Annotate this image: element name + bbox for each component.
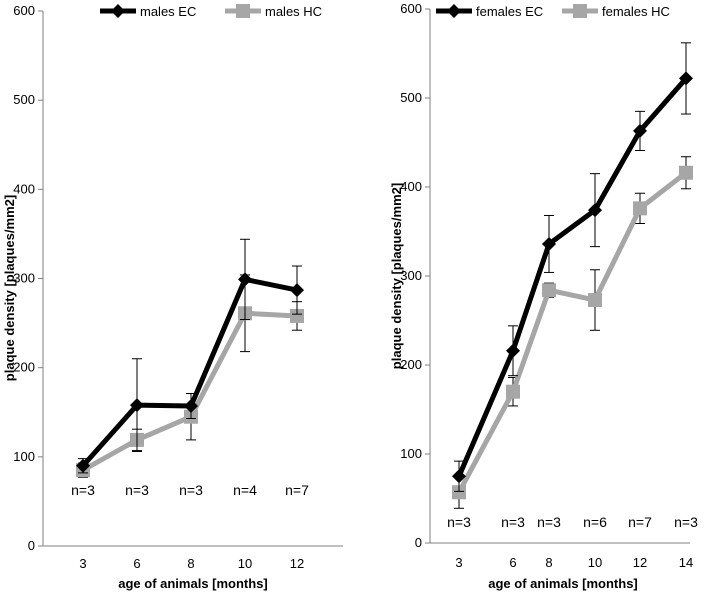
x-tick-label: 8 <box>545 555 552 570</box>
data-point-diamond <box>238 272 252 287</box>
x-tick-label: 6 <box>509 555 516 570</box>
series-line <box>456 76 688 478</box>
legend-marker-diamond <box>111 4 125 18</box>
data-point-square <box>452 485 466 500</box>
x-tick-label: 3 <box>79 556 86 571</box>
data-point-square <box>633 201 647 216</box>
sample-size-label: n=3 <box>447 514 471 530</box>
sample-size-label: n=4 <box>233 482 257 498</box>
data-point-diamond <box>76 458 90 473</box>
legend-item: males HC <box>225 4 322 19</box>
series-males-hc <box>76 274 304 478</box>
x-tick-label: 3 <box>455 555 462 570</box>
legend-label: males EC <box>140 4 196 19</box>
y-tick-label: 400 <box>400 179 422 194</box>
legend-item: males EC <box>100 4 196 19</box>
y-tick-label: 0 <box>28 538 35 553</box>
legend-label: females EC <box>476 4 543 19</box>
data-point-diamond <box>452 469 466 484</box>
legend-marker-square <box>573 4 587 18</box>
legend-marker-diamond <box>447 4 461 18</box>
x-tick-label: 6 <box>133 556 140 571</box>
y-tick-label: 300 <box>400 268 422 283</box>
series-females-hc <box>452 156 693 509</box>
x-tick-label: 10 <box>238 556 252 571</box>
y-tick-label: 500 <box>13 92 35 107</box>
sample-size-label: n=3 <box>125 482 149 498</box>
legend-label: males HC <box>265 4 322 19</box>
sample-size-label: n=3 <box>71 482 95 498</box>
x-axis-title: age of animals [months] <box>488 576 638 591</box>
series-females-ec <box>452 42 693 492</box>
sample-size-label: n=3 <box>674 514 698 530</box>
series-line <box>81 276 298 468</box>
data-point-square <box>506 384 520 399</box>
y-tick-label: 0 <box>415 535 422 550</box>
data-point-square <box>290 308 304 323</box>
x-tick-label: 12 <box>633 555 647 570</box>
chart-1: 0 100 200 300 400 500 600 3 6 8 10 12 n=3 n=3 n=3 n=4 n=… <box>2 3 343 591</box>
legend-item: females HC <box>562 4 670 19</box>
data-point-diamond <box>679 71 693 86</box>
y-tick-label: 200 <box>13 360 35 375</box>
sample-size-label: n=3 <box>179 482 203 498</box>
y-tick-label: 300 <box>13 271 35 286</box>
series-line <box>81 310 298 473</box>
sample-size-label: n=3 <box>537 514 561 530</box>
sample-size-label: n=3 <box>501 514 525 530</box>
y-tick-label: 600 <box>13 3 35 18</box>
data-point-diamond <box>506 343 520 358</box>
legend-label: females HC <box>602 4 670 19</box>
y-tick-label: 100 <box>13 449 35 464</box>
y-tick-label: 600 <box>400 1 422 16</box>
data-point-diamond <box>184 399 198 414</box>
chart-2: 0 100 200 300 400 500 600 3 6 8 10 12 14 n=3 n=3 n=3 n=6… <box>389 1 698 591</box>
data-point-square <box>542 283 556 298</box>
data-point-diamond <box>542 236 556 251</box>
y-tick-label: 100 <box>400 446 422 461</box>
data-point-diamond <box>633 123 647 138</box>
y-tick-label: 200 <box>400 357 422 372</box>
x-tick-label: 14 <box>679 555 693 570</box>
y-tick-label: 500 <box>400 90 422 105</box>
data-point-diamond <box>130 398 144 413</box>
data-point-square <box>679 165 693 180</box>
x-tick-label: 12 <box>290 556 304 571</box>
sample-size-label: n=7 <box>628 514 652 530</box>
x-tick-label: 8 <box>187 556 194 571</box>
y-axis-title: plaque density [plaques/mm2] <box>389 183 404 369</box>
y-tick-label: 400 <box>13 181 35 196</box>
legend-item: females EC <box>436 4 543 19</box>
x-axis-title: age of animals [months] <box>118 576 268 591</box>
y-axis-title: plaque density [plaques/mm2] <box>2 195 17 381</box>
sample-size-label: n=7 <box>285 482 309 498</box>
data-point-square <box>588 293 602 308</box>
series-line <box>456 170 688 494</box>
legend-marker-square <box>236 4 250 18</box>
series-males-ec <box>76 238 304 474</box>
data-point-diamond <box>588 203 602 218</box>
sample-size-label: n=6 <box>583 514 607 530</box>
x-tick-label: 10 <box>588 555 602 570</box>
data-point-diamond <box>290 283 304 298</box>
